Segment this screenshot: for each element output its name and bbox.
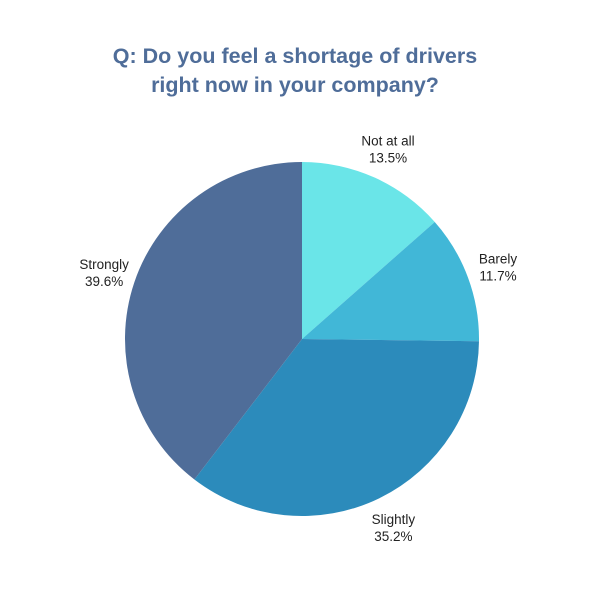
pie-slice-strongly <box>124 162 302 480</box>
slice-label-not-at-all: Not at all 13.5% <box>361 134 414 166</box>
slice-label-name: Barely <box>479 251 518 266</box>
chart-title-line-2: right now in your company? <box>151 73 439 97</box>
chart-title: Q: Do you feel a shortage of drivers rig… <box>0 42 590 100</box>
slice-label-value: 13.5% <box>369 151 407 166</box>
pie-slice-barely <box>302 221 480 342</box>
pie-slices <box>124 162 480 517</box>
slice-label-slightly: Slightly 35.2% <box>372 512 416 544</box>
slice-label-strongly: Strongly 39.6% <box>79 257 129 289</box>
slice-label-value: 39.6% <box>85 274 123 289</box>
pie-slice-not-at-all <box>302 162 435 339</box>
pie-slice-slightly <box>194 339 479 517</box>
slice-label-name: Slightly <box>372 512 416 527</box>
pie-labels: Not at all 13.5%Barely 11.7%Slightly 35.2%S… <box>79 134 517 545</box>
slice-label-value: 11.7% <box>479 268 516 283</box>
slice-label-value: 35.2% <box>374 529 412 544</box>
slice-label-name: Not at all <box>361 134 414 149</box>
slice-label-barely: Barely 11.7% <box>479 251 518 283</box>
chart-title-line-1: Q: Do you feel a shortage of drivers <box>112 44 478 68</box>
slice-label-name: Strongly <box>79 257 129 272</box>
